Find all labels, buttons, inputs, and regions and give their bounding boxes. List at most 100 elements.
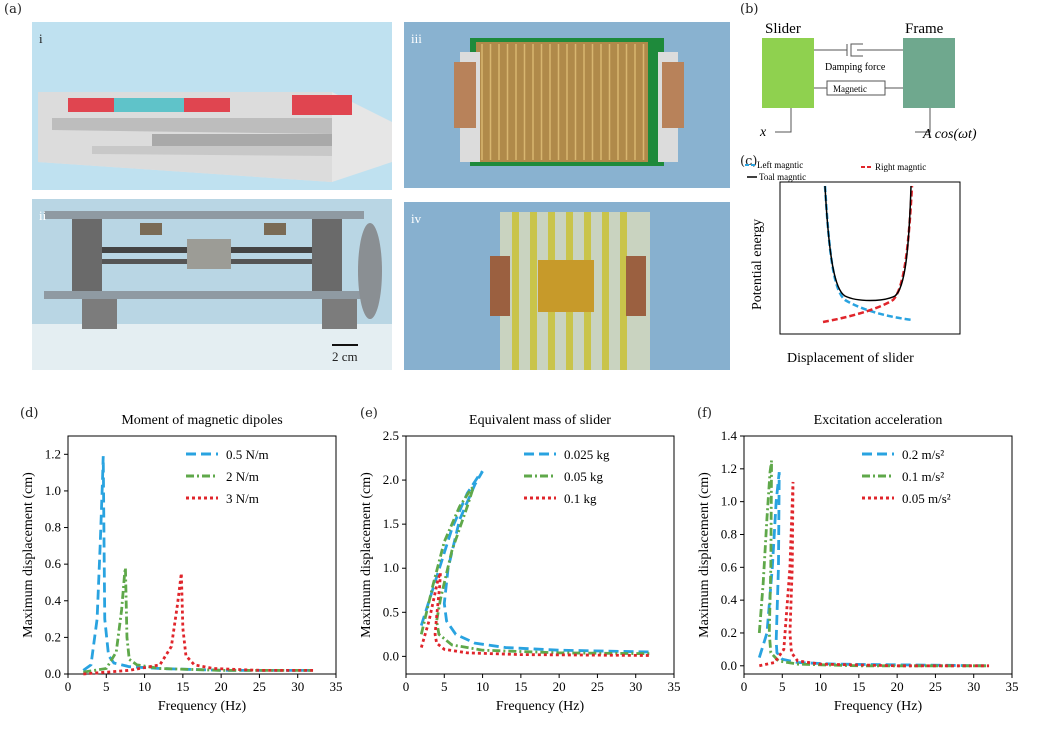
chart-f-ytick-label: 0.0 <box>721 658 737 673</box>
chart-d-ytick-label: 0.6 <box>45 556 62 571</box>
chart-f-ytick-label: 0.6 <box>721 559 738 574</box>
chart-d-plot-frame <box>67 435 337 675</box>
chart-e-ytick-label: 2.0 <box>383 472 399 487</box>
slider-block <box>762 38 814 108</box>
device-render <box>38 92 392 182</box>
chart-e-series-line-1 <box>419 483 652 656</box>
frame-label: Frame <box>905 21 944 37</box>
chart-d-series-line-1 <box>83 567 314 674</box>
chart-e-xtick-label: 25 <box>591 679 604 694</box>
chart-e-xtick-label: 5 <box>441 679 448 694</box>
schematic-diagram: Slider Frame Damping force Magnetic x A … <box>759 21 977 142</box>
chart-d-xtick-label: 5 <box>103 679 110 694</box>
chart-d-xtick-label: 0 <box>65 679 72 694</box>
chart-d-ytick-label: 0.2 <box>45 629 61 644</box>
photo-ii: ii 2 cm <box>32 199 392 370</box>
chart-f-xtick-label: 30 <box>967 679 980 694</box>
chart-e-xtick-label: 10 <box>476 679 489 694</box>
coil-photo <box>404 22 730 188</box>
chart-e-title: Equivalent mass of slider <box>469 413 611 428</box>
chart-d-title: Moment of magnetic dipoles <box>121 413 282 428</box>
chart-e-ytick-label: 1.5 <box>383 516 399 531</box>
chart-magnetic-dipoles: Moment of magnetic dipoles 0 5 10 15 20 25 30 35… <box>21 413 343 714</box>
chart-f-ytick-label: 1.2 <box>721 461 737 476</box>
chart-f-xtick-label: 0 <box>741 679 748 694</box>
legend-right: Right magntic <box>875 162 926 172</box>
chart-e-xtick-label: 35 <box>668 679 681 694</box>
chart-e-xtick-label: 15 <box>514 679 527 694</box>
chart-d-legend-label-2: 3 N/m <box>226 491 259 506</box>
label-f: (f) <box>697 406 712 421</box>
frame-block <box>903 38 955 108</box>
c-xlabel: Displacement of slider <box>787 351 914 366</box>
label-iv: iv <box>411 211 422 226</box>
chart-e-ytick-label: 0.0 <box>383 648 399 663</box>
chart-d-ytick-label: 1.0 <box>45 483 61 498</box>
chart-d-ytick-label: 0.8 <box>45 520 61 535</box>
chart-f-series-line-2 <box>759 481 990 668</box>
drive-label: A cos(ωt) <box>922 127 977 142</box>
chart-d-series-line-2 <box>83 573 314 676</box>
photo-iii: iii <box>404 22 730 188</box>
label-iii: iii <box>411 31 422 46</box>
chart-f-legend-label-0: 0.2 m/s² <box>902 447 944 462</box>
chart-e-ylabel: Maximum displacement (cm) <box>359 472 374 638</box>
chart-d-ytick-label: 0.0 <box>45 666 61 681</box>
chart-e-ytick-label: 0.5 <box>383 604 399 619</box>
slider-label: Slider <box>765 21 801 37</box>
chart-d-xtick-label: 25 <box>253 679 266 694</box>
photo-iv: iv <box>404 202 730 370</box>
chart-e-legend-label-1: 0.05 kg <box>564 469 604 484</box>
chart-f-legend-label-2: 0.05 m/s² <box>902 491 951 506</box>
chart-d-xlabel: Frequency (Hz) <box>158 699 247 714</box>
chart-f-ytick-label: 0.8 <box>721 526 737 541</box>
chart-d-ytick-label: 0.4 <box>45 593 62 608</box>
device-photo <box>32 199 392 370</box>
chart-f-xtick-label: 10 <box>814 679 827 694</box>
damping-label: Damping force <box>825 62 886 73</box>
chart-e-ytick-label: 2.5 <box>383 428 399 443</box>
legend-total: Toal magntic <box>759 172 806 182</box>
chart-equivalent-mass: Equivalent mass of slider 0 5 10 15 20 25 30 35 0… <box>359 413 681 714</box>
chart-e-legend-label-2: 0.1 kg <box>564 491 597 506</box>
chart-f-legend-label-1: 0.1 m/s² <box>902 469 944 484</box>
chart-d-ytick-label: 1.2 <box>45 446 61 461</box>
chart-d-legend-label-1: 2 N/m <box>226 469 259 484</box>
chart-f-ylabel: Maximum displacement (cm) <box>697 472 712 638</box>
chart-f-ytick-label: 1.0 <box>721 494 737 509</box>
label-i: i <box>39 31 43 46</box>
chart-e-xlabel: Frequency (Hz) <box>496 699 585 714</box>
chart-f-xtick-label: 15 <box>852 679 865 694</box>
chart-e-series-line-0 <box>419 470 652 654</box>
chart-f-plot-frame <box>743 435 1013 675</box>
chart-e-plot-frame <box>405 435 675 675</box>
chart-e-series-line-2 <box>419 572 652 657</box>
chart-f-ytick-label: 1.4 <box>721 428 738 443</box>
label-a: (a) <box>4 2 22 17</box>
chart-f-ytick-label: 0.2 <box>721 625 737 640</box>
chart-f-xtick-label: 5 <box>779 679 786 694</box>
chart-f-series-line-1 <box>757 460 990 668</box>
chart-e-legend-label-0: 0.025 kg <box>564 447 610 462</box>
chart-d-xtick-label: 10 <box>138 679 151 694</box>
chart-excitation-acceleration: Excitation acceleration 0 5 10 15 20 25 30 35 0.0… <box>697 413 1019 714</box>
magnetic-label: Magnetic <box>833 84 867 94</box>
chart-d-xtick-label: 35 <box>330 679 343 694</box>
chart-d-ylabel: Maximum displacement (cm) <box>21 472 36 638</box>
chart-d-xtick-label: 30 <box>291 679 304 694</box>
chart-f-xtick-label: 20 <box>891 679 904 694</box>
x-label: x <box>759 125 767 140</box>
chart-d-series-line-0 <box>82 456 314 672</box>
chart-e-ytick-label: 1.0 <box>383 560 399 575</box>
slider-photo <box>404 202 730 370</box>
label-e: (e) <box>360 406 378 421</box>
chart-d-xtick-label: 15 <box>176 679 189 694</box>
chart-e-xtick-label: 0 <box>403 679 410 694</box>
legend-left: Left magntic <box>757 160 803 170</box>
scale-bar-label: 2 cm <box>332 349 358 364</box>
potential-energy-plot: Left magntic Right magntic Toal magntic … <box>745 160 961 366</box>
chart-d-legend-label-0: 0.5 N/m <box>226 447 269 462</box>
chart-e-xtick-label: 20 <box>553 679 566 694</box>
chart-f-ytick-label: 0.4 <box>721 592 738 607</box>
damper-icon <box>775 43 931 133</box>
